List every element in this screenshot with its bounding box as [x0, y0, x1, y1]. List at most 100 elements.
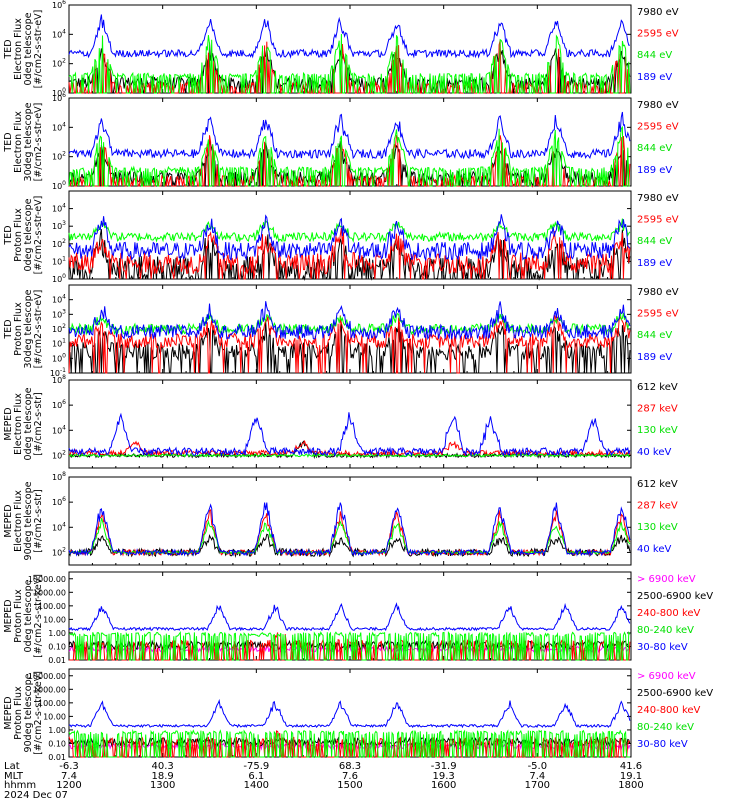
- y-tick-exponent: 2: [62, 238, 66, 245]
- time-row-label: hhmm: [4, 780, 36, 791]
- y-axis-label-line: [#/cm2-s-str-eV]: [33, 196, 44, 275]
- y-tick-exponent: 4: [62, 424, 66, 431]
- legend-entry: 2595 eV: [637, 215, 679, 226]
- y-tick-base: 10: [52, 205, 62, 214]
- y-tick-exponent: 0: [62, 352, 66, 359]
- legend-entry: 240-800 keV: [637, 608, 701, 619]
- y-tick-base: 10: [52, 296, 62, 305]
- legend-entry: 2500-6900 keV: [637, 591, 713, 602]
- y-tick-base: 10: [52, 523, 62, 532]
- y-tick-base: 10: [50, 369, 60, 378]
- time-tick-label: 1500: [337, 780, 362, 791]
- y-tick-label: 103: [52, 220, 66, 231]
- y-tick-label: 1000.00: [33, 588, 66, 597]
- y-axis-label-line: Proton Flux: [13, 686, 24, 740]
- time-tick-label: -6.3: [59, 761, 79, 772]
- legend-entry: 80-240 keV: [637, 625, 694, 636]
- legend-entry: 189 eV: [637, 72, 672, 83]
- legend-entry: 844 eV: [637, 50, 672, 61]
- y-tick-exponent: 2: [62, 323, 66, 330]
- y-tick-base: 10: [52, 426, 62, 435]
- y-tick-label: 10000.00: [28, 672, 66, 681]
- y-axis-label-line: MEPED: [3, 407, 14, 440]
- legend-entry: > 6900 keV: [637, 671, 696, 682]
- y-tick-base: 10: [52, 275, 62, 284]
- legend-entry: 130 keV: [637, 425, 678, 436]
- y-tick-exponent: 2: [62, 449, 66, 456]
- y-tick-label: 102: [52, 449, 66, 460]
- y-tick-exponent: 8: [62, 374, 66, 381]
- y-axis-label-line: 90deg telescope: [23, 481, 34, 560]
- y-tick-exponent: 3: [62, 220, 66, 227]
- y-tick-exponent: 2: [62, 58, 66, 65]
- y-tick-exponent: 4: [62, 203, 66, 210]
- time-tick-label: -31.9: [431, 761, 457, 772]
- legend-entry: 40 keV: [637, 544, 671, 555]
- y-tick-label: 100: [52, 87, 66, 98]
- time-tick-label: -5.0: [528, 761, 548, 772]
- legend-entry: 189 eV: [637, 165, 672, 176]
- y-tick-label: 104: [52, 424, 66, 435]
- y-tick-base: 10: [52, 257, 62, 266]
- y-tick-label: 104: [52, 521, 66, 532]
- y-axis-label-line: Proton Flux: [13, 208, 24, 262]
- series-trace-4: [68, 630, 631, 661]
- time-tick-label: 40.3: [152, 761, 174, 772]
- panel-7: 0.01 0.10 1.00 10.00 100.00 1000.00 10000.00 ME…: [3, 571, 713, 665]
- y-tick-label: 10.00: [43, 615, 66, 624]
- legend-entry: 2595 eV: [637, 29, 679, 40]
- y-axis-label-line: MEPED: [3, 696, 14, 729]
- y-tick-base: 10: [52, 325, 62, 334]
- y-tick-label: 10-1: [50, 367, 66, 378]
- y-tick-exponent: 6: [62, 399, 66, 406]
- y-axis-label-line: TED: [3, 39, 14, 59]
- y-tick-exponent: 4: [62, 28, 66, 35]
- y-tick-base: 10: [52, 548, 62, 557]
- y-tick-label: 104: [52, 203, 66, 214]
- legend-entry: 189 eV: [637, 352, 672, 363]
- y-tick-label: 108: [52, 374, 66, 385]
- legend-entry: 7980 eV: [637, 287, 679, 298]
- legend-entry: 2595 eV: [637, 122, 679, 133]
- y-tick-label: 108: [52, 471, 66, 482]
- y-axis-label-line: Electron Flux: [13, 490, 24, 552]
- y-tick-exponent: 8: [62, 471, 66, 478]
- y-axis-label-line: 0deg telescope: [23, 198, 34, 271]
- y-tick-base: 10: [52, 94, 62, 103]
- legend-entry: 240-800 keV: [637, 705, 701, 716]
- y-tick-base: 10: [52, 340, 62, 349]
- date-label: 2024 Dec 07: [4, 790, 68, 800]
- y-tick-label: 0.10: [48, 642, 66, 651]
- y-tick-label: 102: [52, 546, 66, 557]
- series-trace-1: [68, 229, 631, 281]
- series-trace-4: [68, 502, 631, 557]
- y-tick-base: 10: [52, 376, 62, 385]
- y-tick-label: 1.00: [48, 629, 66, 638]
- time-tick-label: 1800: [618, 780, 643, 791]
- y-tick-label: 103: [52, 308, 66, 319]
- y-tick-label: 106: [52, 399, 66, 410]
- time-tick-label: 1600: [431, 780, 456, 791]
- y-tick-exponent: 4: [62, 521, 66, 528]
- y-axis-label-line: [#/cm2-s-str-eV]: [33, 290, 44, 369]
- series-trace-3: [68, 125, 630, 187]
- y-tick-label: 1000.00: [33, 685, 66, 694]
- series-trace-4: [68, 301, 631, 341]
- y-tick-exponent: 3: [62, 308, 66, 315]
- time-tick-label: 41.6: [620, 761, 642, 772]
- y-tick-base: 10: [52, 401, 62, 410]
- y-axis-label-line: [#/cm2-s-str-keV]: [33, 671, 44, 755]
- y-axis-label-line: 0deg telescope: [23, 387, 34, 460]
- legend-entry: 80-240 keV: [637, 722, 694, 733]
- legend-entry: 7980 eV: [637, 193, 679, 204]
- y-tick-label: 100: [52, 273, 66, 284]
- y-tick-label: 10000.00: [28, 575, 66, 584]
- time-tick-label: 19.1: [620, 771, 642, 782]
- y-axis-label-line: Electron Flux: [13, 393, 24, 455]
- series-trace-5: [68, 698, 631, 729]
- y-tick-base: 10: [52, 451, 62, 460]
- series-trace-3: [68, 33, 631, 94]
